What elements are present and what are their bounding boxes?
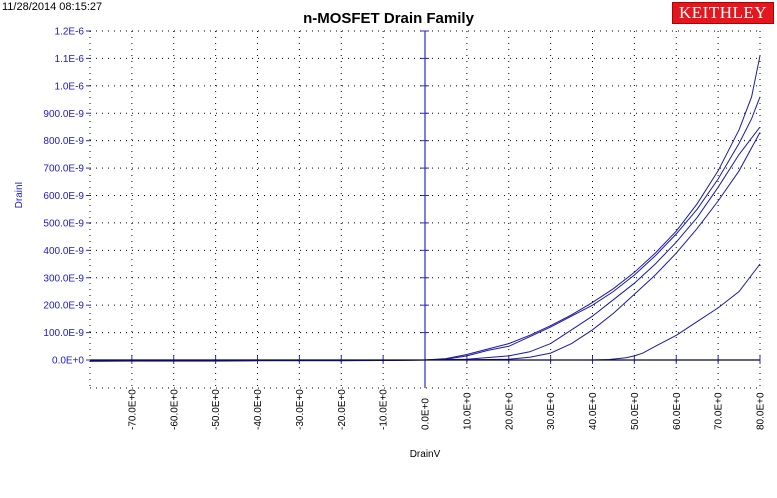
x-tick-label: 50.0E+0 [630,392,641,430]
x-tick-label: 30.0E+0 [546,392,557,430]
y-tick-labels: 0.0E+0 100.0E-9 200.0E-9 300.0E-9 400.0E-9 50… [43,27,84,367]
grid [89,30,761,389]
y-tick-label: 200.0E-9 [43,301,84,312]
x-tick-label: -10.0E+0 [379,389,390,430]
axes [86,30,761,388]
y-tick-label: 1.1E-6 [55,54,85,65]
y-tick-label: 0.0E+0 [52,356,84,367]
x-axis-label: DrainV [410,449,441,460]
x-tick-label: -50.0E+0 [211,389,222,430]
x-tick-label: 70.0E+0 [714,392,725,430]
x-tick-label: 40.0E+0 [588,392,599,430]
x-tick-label: -40.0E+0 [253,389,264,430]
x-tick-label: 80.0E+0 [756,392,767,430]
x-tick-label: -60.0E+0 [169,389,180,430]
keithley-logo: KEITHLEY [672,2,774,24]
x-tick-label: 10.0E+0 [462,392,473,430]
y-tick-label: 400.0E-9 [43,246,84,257]
series-group [89,55,761,362]
x-tick-label: -30.0E+0 [295,389,306,430]
x-tick-label: 60.0E+0 [672,392,683,430]
x-tick-label: 0.0E+0 [421,398,432,430]
y-tick-label: 1.2E-6 [55,27,85,38]
y-axis-label: DrainI [14,182,25,209]
y-tick-label: 600.0E-9 [43,191,84,202]
chart-title: n-MOSFET Drain Family [303,10,474,27]
y-tick-label: 500.0E-9 [43,218,84,229]
y-tick-label: 700.0E-9 [43,164,84,175]
x-tick-label: -20.0E+0 [337,389,348,430]
y-tick-label: 1.0E-6 [55,81,85,92]
y-tick-label: 900.0E-9 [43,109,84,120]
y-tick-label: 300.0E-9 [43,273,84,284]
y-tick-label: 800.0E-9 [43,136,84,147]
x-tick-label: -70.0E+0 [127,389,138,430]
x-tick-labels: -70.0E+0 -60.0E+0 -50.0E+0 -40.0E+0 -30.0E+0… [127,389,766,430]
y-tick-label: 100.0E-9 [43,328,84,339]
timestamp: 11/28/2014 08:15:27 [2,1,103,13]
x-tick-label: 20.0E+0 [504,392,515,430]
